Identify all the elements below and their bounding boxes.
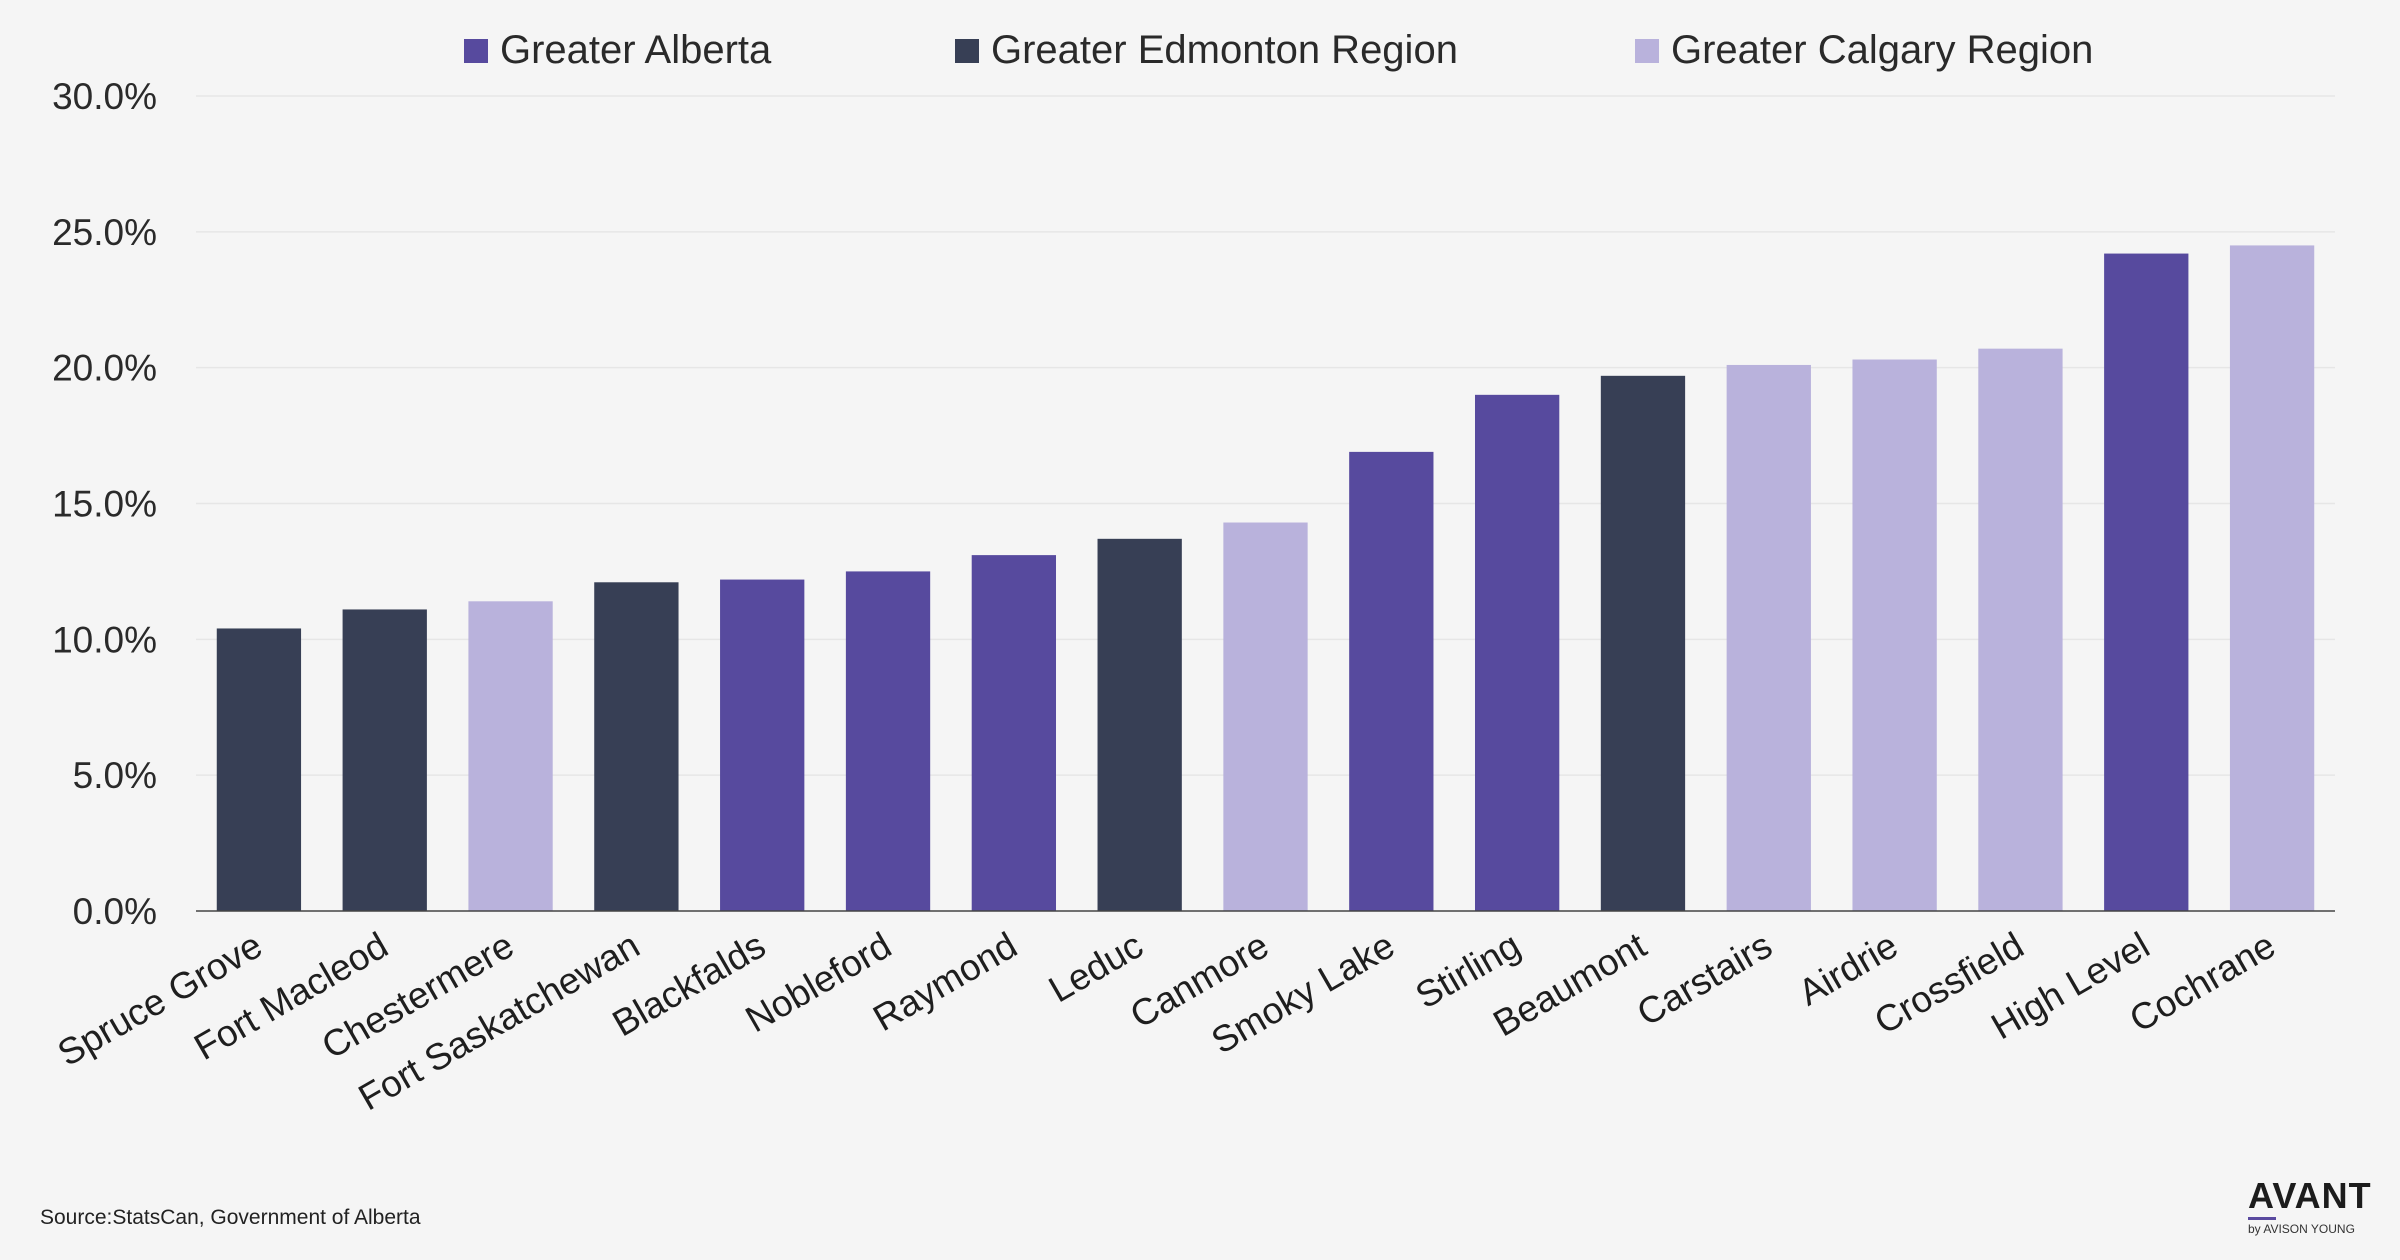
legend-item-greater-calgary-region: Greater Calgary Region bbox=[1635, 28, 2093, 73]
bar-fort-saskatchewan bbox=[594, 582, 679, 911]
y-tick-label: 5.0% bbox=[73, 755, 157, 796]
x-tick-label: Cochrane bbox=[2123, 924, 2282, 1040]
legend: Greater Alberta Greater Edmonton Region … bbox=[0, 28, 2400, 88]
avant-logo: AVANT by AVISON YOUNG bbox=[2248, 1175, 2372, 1236]
bar-spruce-grove bbox=[216, 628, 302, 911]
bar-crossfield bbox=[1978, 348, 2063, 911]
y-tick-label: 20.0% bbox=[52, 348, 157, 389]
logo-underline bbox=[2248, 1217, 2276, 1220]
logo-wordmark: AVANT bbox=[2248, 1175, 2372, 1216]
legend-swatch bbox=[955, 38, 979, 63]
bar-cochrane bbox=[2229, 245, 2315, 911]
legend-label: Greater Calgary Region bbox=[1671, 28, 2094, 72]
bar-smoky-lake bbox=[1349, 451, 1434, 911]
source-note: Source:StatsCan, Government of Alberta bbox=[40, 1206, 421, 1229]
legend-label: Greater Alberta bbox=[500, 28, 772, 72]
bar-beaumont bbox=[1600, 375, 1686, 912]
bar-blackfalds bbox=[720, 579, 805, 911]
x-tick-label: Nobleford bbox=[739, 924, 898, 1040]
y-tick-label: 30.0% bbox=[52, 76, 157, 117]
y-axis-ticks: 0.0% 5.0% 10.0% 15.0% 20.0% 25.0% 30.0% bbox=[52, 76, 157, 932]
bar-nobleford bbox=[845, 571, 931, 911]
logo-subtitle: by AVISON YOUNG bbox=[2248, 1222, 2355, 1236]
bar-fort-macleod bbox=[342, 609, 427, 911]
legend-swatch bbox=[1635, 38, 1659, 63]
bars bbox=[216, 245, 2315, 912]
x-tick-label: Raymond bbox=[866, 924, 1024, 1039]
bar-carstairs bbox=[1726, 364, 1811, 911]
bar-leduc bbox=[1097, 538, 1182, 911]
x-tick-label: Spruce Grove bbox=[51, 924, 269, 1074]
bar-stirling bbox=[1474, 394, 1560, 911]
bar-airdrie bbox=[1852, 359, 1937, 911]
legend-item-greater-edmonton-region: Greater Edmonton Region bbox=[955, 28, 1458, 73]
bar-chestermere bbox=[468, 601, 553, 911]
bar-raymond bbox=[971, 555, 1057, 911]
bar-high-level bbox=[2104, 253, 2189, 912]
legend-item-greater-alberta: Greater Alberta bbox=[464, 28, 771, 73]
y-tick-label: 25.0% bbox=[52, 212, 157, 253]
legend-swatch bbox=[464, 38, 488, 63]
y-tick-label: 10.0% bbox=[52, 619, 157, 660]
bar-canmore bbox=[1223, 522, 1308, 911]
y-tick-label: 0.0% bbox=[73, 891, 157, 932]
x-tick-label: Carstairs bbox=[1630, 924, 1779, 1034]
y-tick-label: 15.0% bbox=[52, 484, 157, 525]
legend-label: Greater Edmonton Region bbox=[991, 28, 1458, 72]
